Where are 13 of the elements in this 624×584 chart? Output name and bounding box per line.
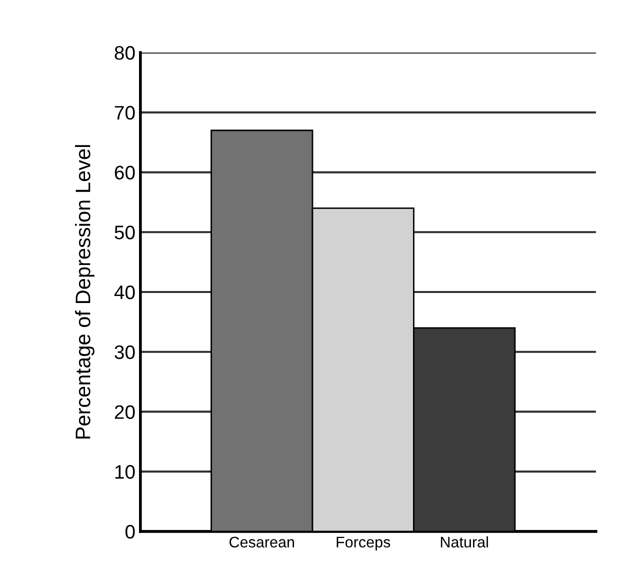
- x-tick-label: Forceps: [336, 536, 390, 551]
- y-tick-label: 70: [114, 106, 135, 120]
- y-axis-title: Percentage of Depression Level: [75, 145, 94, 439]
- y-tick-label: 50: [114, 226, 135, 240]
- y-tick-label: 20: [114, 405, 135, 419]
- y-tick-label: 80: [114, 46, 135, 60]
- y-tick-label: 40: [114, 285, 135, 300]
- x-tick-label: Natural: [440, 536, 488, 548]
- x-tick-label: Cesarean: [230, 536, 294, 548]
- y-tick-label: 10: [115, 465, 135, 479]
- y-tick-label: 30: [114, 345, 135, 360]
- y-tick-label: 60: [114, 166, 135, 180]
- y-tick-label: 0: [125, 524, 135, 539]
